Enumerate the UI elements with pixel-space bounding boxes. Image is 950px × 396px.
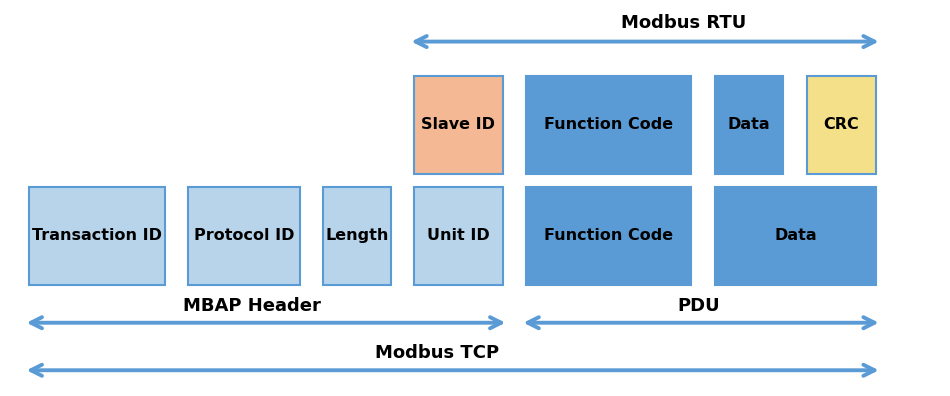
FancyBboxPatch shape <box>715 76 783 174</box>
Text: Function Code: Function Code <box>544 228 673 243</box>
Text: PDU: PDU <box>677 297 719 315</box>
Text: Length: Length <box>326 228 389 243</box>
Text: Slave ID: Slave ID <box>422 117 495 132</box>
Text: CRC: CRC <box>824 117 859 132</box>
FancyBboxPatch shape <box>414 76 503 174</box>
Text: MBAP Header: MBAP Header <box>182 297 321 315</box>
FancyBboxPatch shape <box>188 187 300 285</box>
FancyBboxPatch shape <box>715 187 876 285</box>
FancyBboxPatch shape <box>807 76 876 174</box>
Text: Modbus TCP: Modbus TCP <box>375 345 499 362</box>
Text: Modbus RTU: Modbus RTU <box>621 14 747 32</box>
Text: Function Code: Function Code <box>544 117 673 132</box>
Text: Data: Data <box>728 117 770 132</box>
FancyBboxPatch shape <box>414 187 503 285</box>
FancyBboxPatch shape <box>526 187 691 285</box>
Text: Unit ID: Unit ID <box>427 228 490 243</box>
Text: Data: Data <box>774 228 817 243</box>
FancyBboxPatch shape <box>29 187 165 285</box>
Text: Protocol ID: Protocol ID <box>194 228 294 243</box>
Text: Transaction ID: Transaction ID <box>32 228 162 243</box>
FancyBboxPatch shape <box>323 187 391 285</box>
FancyBboxPatch shape <box>526 76 691 174</box>
